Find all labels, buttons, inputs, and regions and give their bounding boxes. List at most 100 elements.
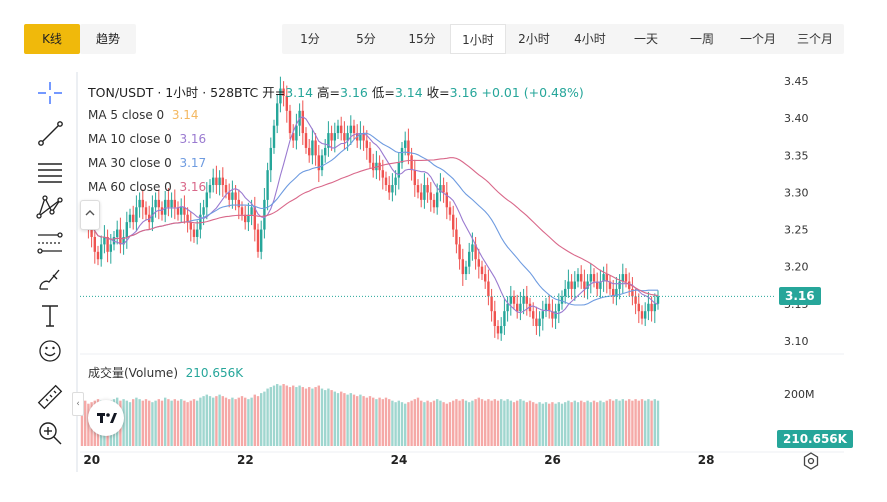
candle-body: [100, 244, 103, 260]
text-icon[interactable]: [34, 300, 66, 330]
timeframe-2[interactable]: 15分: [408, 32, 436, 46]
volume-bar: [148, 400, 151, 446]
volume-bar: [359, 394, 362, 446]
volume-bar: [615, 399, 618, 446]
candle-body: [298, 110, 301, 126]
candle-body: [429, 192, 432, 200]
y-tick-label: 3.40: [784, 112, 809, 125]
timeframe-5[interactable]: 4小时: [574, 32, 606, 46]
volume-bar: [477, 397, 480, 446]
candle-body: [292, 133, 295, 141]
candle-body: [605, 274, 608, 282]
candle-body: [196, 229, 199, 237]
timeframe-4[interactable]: 2小时: [518, 32, 550, 46]
timeframe-1[interactable]: 5分: [356, 32, 376, 46]
emoji-icon[interactable]: [34, 336, 66, 366]
volume-bar: [384, 397, 388, 446]
brush-icon[interactable]: [34, 264, 66, 294]
volume-bar: [285, 385, 288, 446]
tab-trend[interactable]: 趋势: [80, 24, 136, 54]
candle-body: [496, 326, 500, 334]
volume-bar: [416, 397, 420, 446]
trendline-icon[interactable]: [34, 118, 66, 148]
x-tick-label: 24: [391, 453, 408, 467]
settings-icon[interactable]: [801, 451, 821, 471]
candle-body: [487, 281, 490, 297]
candle-body: [442, 185, 445, 193]
candle-body: [125, 222, 128, 237]
volume-bar: [445, 403, 448, 446]
volume-bar: [653, 399, 656, 446]
candle-body: [602, 274, 605, 282]
candle-body: [656, 296, 660, 304]
candle-body: [490, 296, 493, 312]
expand-toolbar-button[interactable]: ‹: [72, 392, 84, 416]
candle-body: [132, 214, 135, 223]
high-value: 3.16: [340, 85, 368, 100]
candle-body: [160, 207, 164, 215]
candle-body: [397, 162, 400, 178]
timeframe-0[interactable]: 1分: [300, 32, 320, 46]
x-tick-label: 22: [237, 453, 254, 467]
ruler-icon[interactable]: [34, 382, 66, 412]
horizontal-lines-icon[interactable]: [34, 156, 66, 186]
timeframe-6[interactable]: 一天: [633, 32, 658, 46]
candle-body: [640, 311, 644, 319]
volume-bar: [186, 402, 189, 446]
timeframe-8[interactable]: 一个月: [739, 32, 776, 46]
volume-bar: [592, 400, 596, 446]
ma30-value: 3.17: [179, 156, 207, 170]
volume-bar: [432, 400, 436, 446]
volume-bar: [240, 396, 244, 446]
candle-body: [272, 125, 276, 148]
volume-bar: [439, 400, 442, 446]
candle-body: [445, 192, 448, 208]
chevron-up-icon: [85, 210, 95, 216]
ma5-value: 3.14: [171, 108, 199, 122]
zoom-in-icon[interactable]: [34, 418, 66, 448]
volume-bar: [429, 402, 432, 446]
volume-bar: [244, 397, 247, 446]
volume-bar: [410, 400, 413, 446]
timeframe-9[interactable]: 三个月: [796, 32, 833, 46]
volume-bar: [212, 397, 215, 446]
tradingview-logo: [88, 400, 124, 436]
volume-bar: [480, 399, 484, 446]
candle-body: [180, 207, 183, 215]
candle-body: [544, 303, 548, 312]
volume-bar: [570, 402, 573, 446]
candle-body: [535, 318, 538, 327]
volume-bar: [253, 394, 256, 446]
candle-body: [103, 236, 106, 245]
volume-bar: [487, 399, 490, 446]
volume-bar: [535, 403, 538, 446]
candle-body: [368, 147, 372, 163]
volume-bar: [426, 400, 429, 446]
volume-bar: [400, 402, 404, 446]
candle-body: [228, 192, 231, 200]
crosshair-icon[interactable]: [34, 78, 66, 108]
candle-body: [244, 214, 247, 223]
change-value: +0.01 (+0.48%): [481, 85, 584, 100]
volume-bar: [375, 399, 378, 446]
close-value: 3.16: [449, 85, 478, 100]
candle-body: [480, 266, 484, 275]
volume-bar: [170, 400, 173, 446]
tab-kline[interactable]: K线: [24, 24, 80, 54]
fibonacci-icon[interactable]: [34, 228, 66, 258]
candle-body: [141, 199, 144, 208]
volume-bar: [256, 396, 260, 446]
candle-body: [416, 185, 420, 193]
volume-bar: [583, 402, 586, 446]
timeframe-7[interactable]: 一周: [689, 32, 714, 46]
candle-body: [266, 170, 269, 200]
volume-bar: [128, 402, 132, 446]
timeframe-3[interactable]: 1小时: [450, 24, 506, 54]
collapse-legend-button[interactable]: [80, 200, 100, 230]
candle-body: [224, 185, 228, 193]
volume-bar: [496, 400, 500, 446]
volume-bar: [503, 400, 506, 446]
pattern-icon[interactable]: [34, 192, 66, 222]
candle-body: [391, 185, 394, 193]
